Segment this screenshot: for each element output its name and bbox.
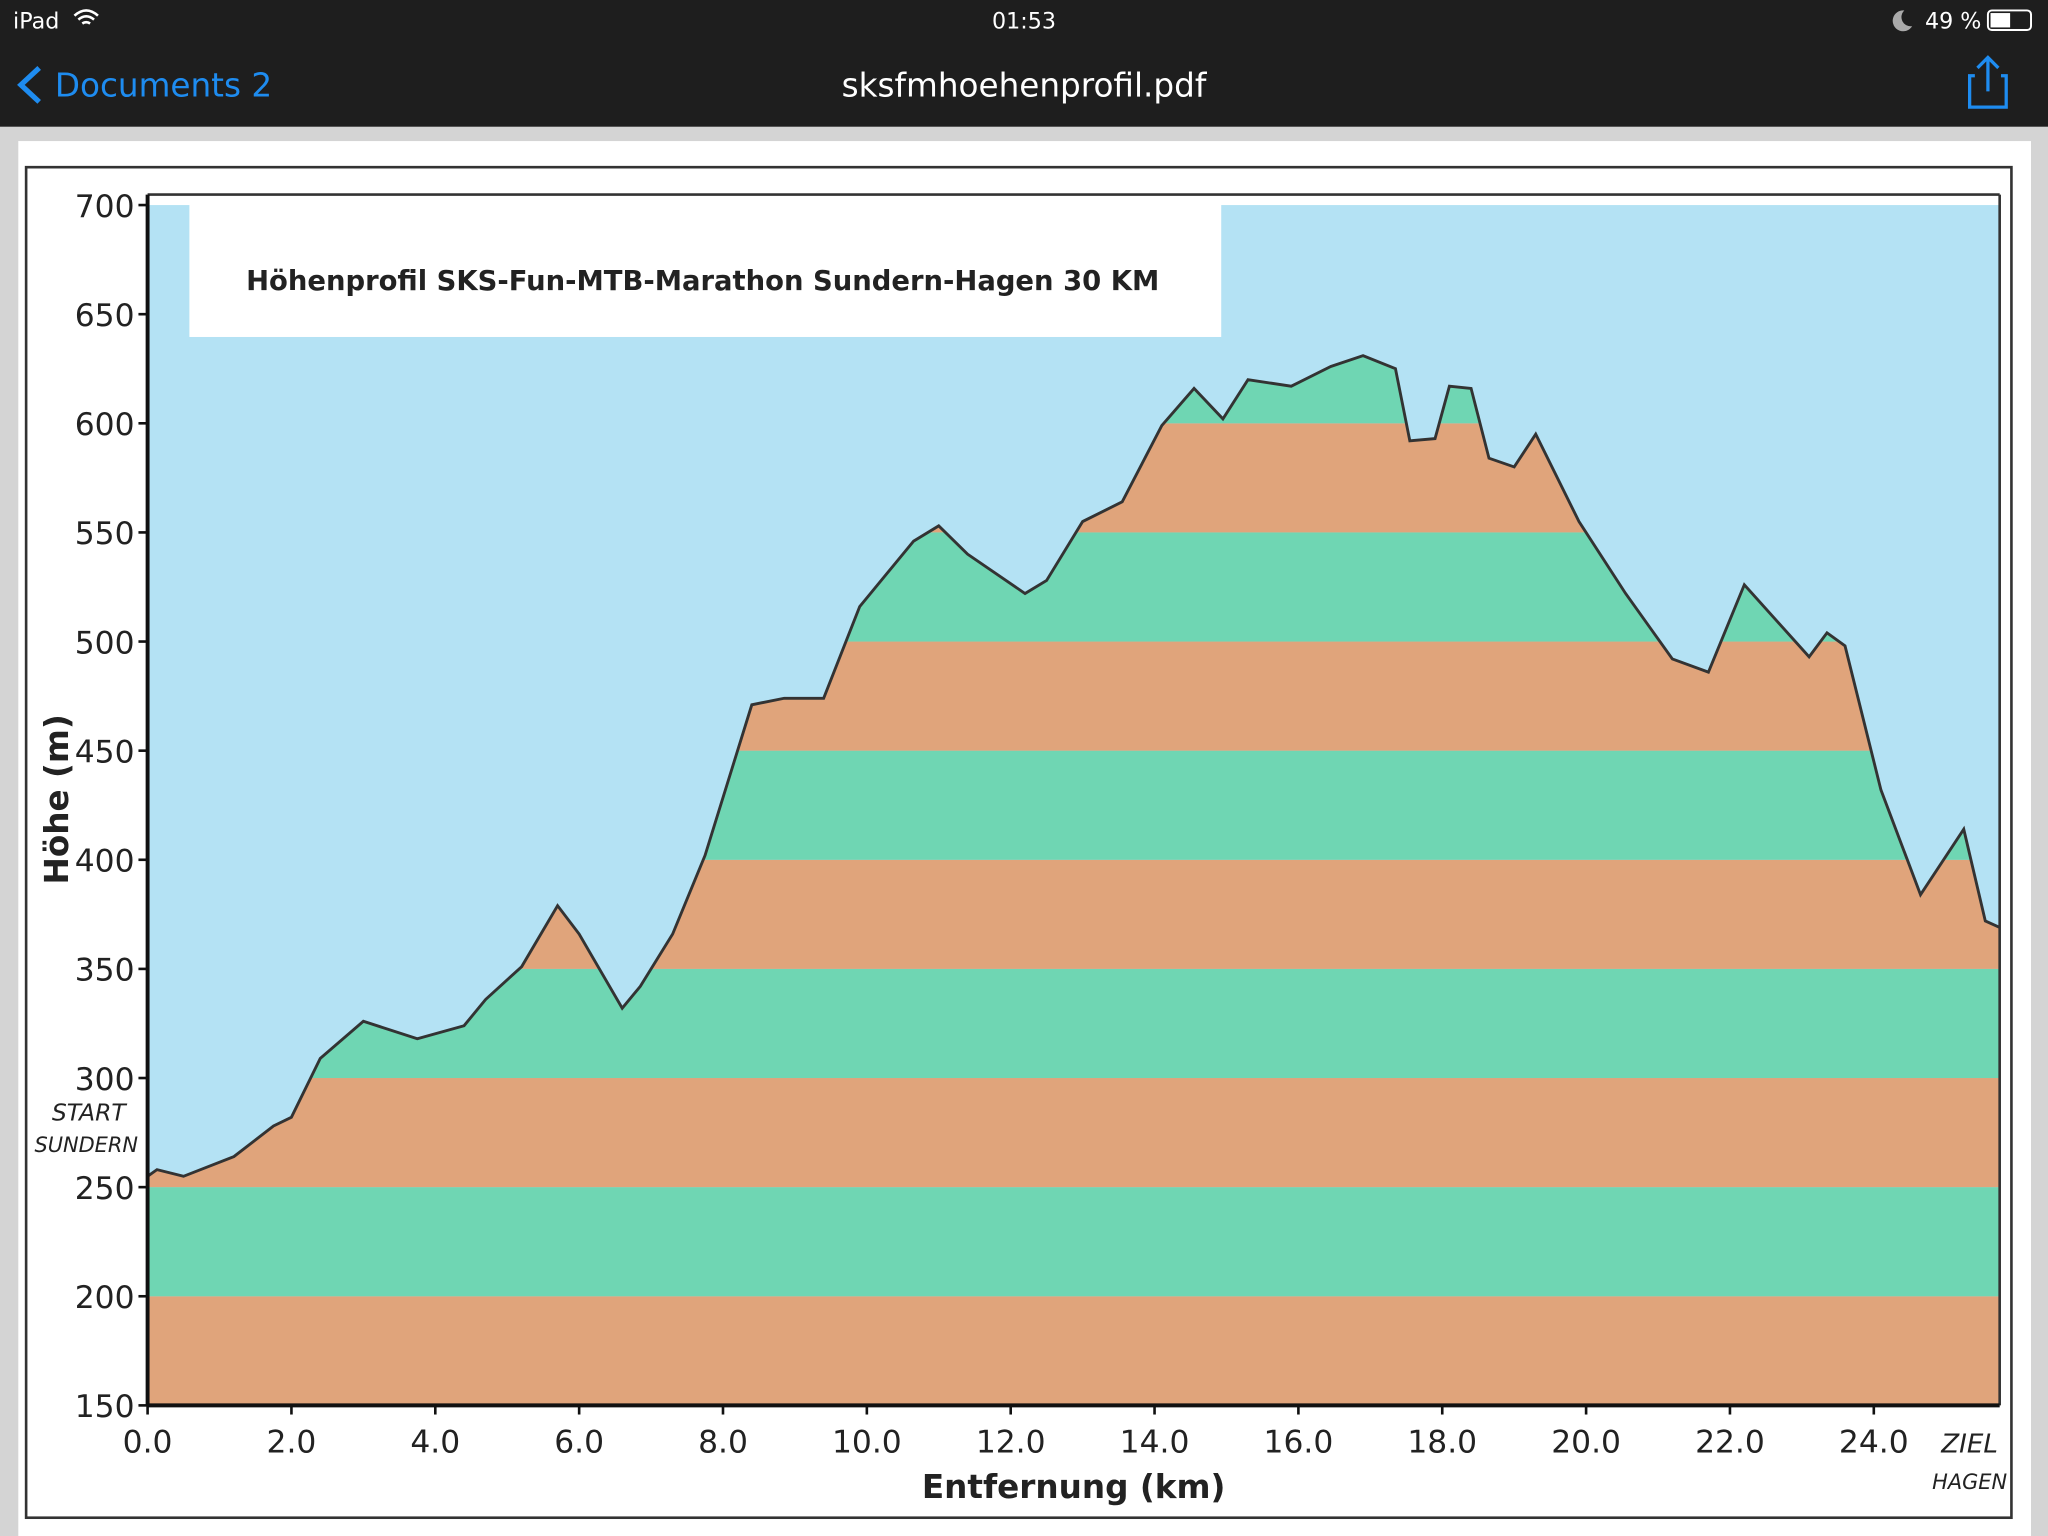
y-tick-label: 300 <box>75 1062 135 1098</box>
share-button[interactable] <box>1967 55 2008 109</box>
top-bars <box>0 0 2048 127</box>
y-tick-label: 700 <box>75 189 135 225</box>
x-tick-label: 4.0 <box>410 1424 460 1460</box>
battery-level: 49 % <box>1925 9 1981 35</box>
y-axis-label: Höhe (m) <box>38 714 76 884</box>
moon-icon <box>1892 10 1913 32</box>
y-tick-label: 400 <box>75 844 135 880</box>
y-tick-label: 500 <box>75 625 135 661</box>
y-tick-label: 200 <box>75 1280 135 1316</box>
ticks: 150 200 250 300 350 400 450 500 550 600 650 700 0.0 2… <box>34 189 2007 1494</box>
document-title: sksfmhoehenprofil.pdf <box>842 67 1208 105</box>
elevation-band <box>147 1187 2000 1297</box>
x-tick-label: 12.0 <box>976 1424 1046 1460</box>
x-tick-label: 14.0 <box>1120 1424 1190 1460</box>
plot <box>146 205 2001 1406</box>
wifi-icon <box>73 9 99 25</box>
x-tick-label: 2.0 <box>267 1424 317 1460</box>
annotation: HAGEN <box>1932 1470 2007 1494</box>
y-tick-label: 650 <box>75 298 135 334</box>
figure-frame <box>24 165 2013 1520</box>
y-tick-label: 250 <box>75 1171 135 1207</box>
y-tick-label: 600 <box>75 407 135 443</box>
annotation: SUNDERN <box>34 1133 138 1157</box>
x-axis-label: Entfernung (km) <box>922 1468 1226 1506</box>
elevation-band <box>147 1296 2000 1406</box>
battery-icon <box>1986 9 2032 32</box>
back-chevron[interactable] <box>17 66 41 104</box>
y-tick-label: 150 <box>75 1389 135 1425</box>
x-tick-label: 22.0 <box>1695 1424 1765 1460</box>
x-tick-label: 6.0 <box>554 1424 604 1460</box>
x-tick-label: 18.0 <box>1407 1424 1477 1460</box>
x-tick-label: 10.0 <box>832 1424 902 1460</box>
y-tick-label: 350 <box>75 953 135 989</box>
annotation: START <box>52 1099 128 1127</box>
x-tick-label: 0.0 <box>123 1424 173 1460</box>
x-tick-label: 20.0 <box>1551 1424 1621 1460</box>
battery-fill <box>1990 13 2011 28</box>
x-tick-label: 16.0 <box>1264 1424 1334 1460</box>
y-tick-label: 550 <box>75 516 135 552</box>
clock: 01:53 <box>992 9 1056 35</box>
annotation: ZIEL <box>1940 1429 1998 1459</box>
x-tick-label: 8.0 <box>698 1424 748 1460</box>
elevation-line <box>146 354 2001 1178</box>
carrier: iPad <box>13 9 59 35</box>
x-tick-label: 24.0 <box>1839 1424 1909 1460</box>
title-box <box>189 195 1222 337</box>
back-button[interactable]: Documents 2 <box>55 67 272 105</box>
y-tick-label: 450 <box>75 734 135 770</box>
chart-title: Höhenprofil SKS-Fun-MTB-Marathon Sundern… <box>246 266 1159 297</box>
elevation-band <box>147 1078 2000 1188</box>
